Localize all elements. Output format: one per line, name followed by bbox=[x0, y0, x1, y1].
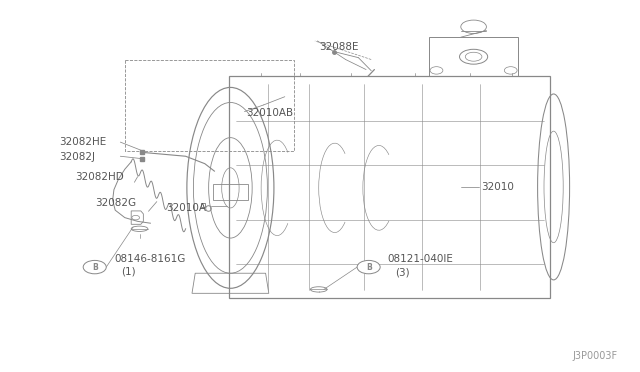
Text: 32082HE: 32082HE bbox=[59, 137, 106, 147]
Text: 32082G: 32082G bbox=[95, 198, 136, 208]
Circle shape bbox=[357, 260, 380, 274]
Text: (1): (1) bbox=[122, 267, 136, 276]
Text: 32010A: 32010A bbox=[166, 203, 206, 212]
Text: 08146-8161G: 08146-8161G bbox=[114, 254, 186, 263]
Text: (3): (3) bbox=[396, 267, 410, 277]
Text: 32082HD: 32082HD bbox=[76, 173, 124, 182]
Text: B: B bbox=[92, 263, 97, 272]
Text: 32010: 32010 bbox=[481, 183, 514, 192]
Circle shape bbox=[83, 260, 106, 274]
Text: B: B bbox=[366, 263, 371, 272]
Text: 32010AB: 32010AB bbox=[246, 109, 294, 118]
Text: J3P0003F: J3P0003F bbox=[572, 351, 618, 361]
Text: 32088E: 32088E bbox=[319, 42, 358, 51]
Text: 32082J: 32082J bbox=[59, 153, 95, 162]
Text: 08121-040IE: 08121-040IE bbox=[388, 254, 454, 264]
